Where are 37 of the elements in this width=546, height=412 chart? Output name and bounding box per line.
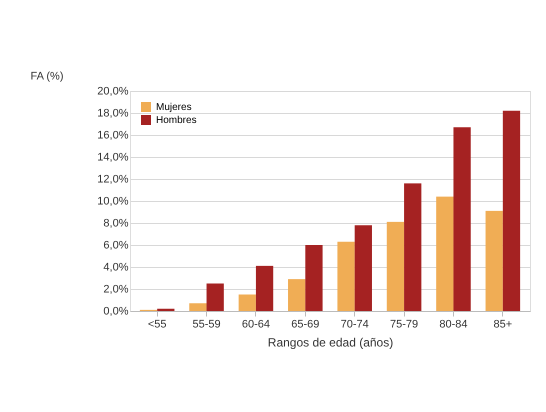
y-tick-label: 0,0% — [103, 306, 129, 318]
x-tick-label: 85+ — [494, 318, 512, 330]
y-tick-label: 6,0% — [103, 240, 129, 252]
bar — [386, 222, 404, 311]
x-axis-title: Rangos de edad (años) — [268, 336, 394, 350]
y-tick-label: 12,0% — [97, 174, 129, 186]
bar — [436, 196, 454, 311]
bar — [238, 294, 256, 311]
bar — [206, 284, 224, 311]
y-tick-label: 16,0% — [97, 130, 129, 142]
bar — [189, 303, 207, 311]
y-tick-label: 10,0% — [97, 196, 129, 208]
bar — [486, 210, 503, 311]
bar — [337, 242, 355, 311]
x-tick-label: 65-69 — [291, 318, 320, 330]
x-tick-label: 75-79 — [390, 318, 418, 330]
bar — [404, 183, 422, 311]
y-tick-label: 18,0% — [97, 108, 129, 120]
x-tick-label: 60-64 — [242, 318, 270, 330]
bar — [502, 110, 520, 311]
x-tick-label: 70-74 — [340, 318, 369, 330]
y-tick-label: 4,0% — [103, 262, 129, 274]
y-axis-title: FA (%) — [30, 70, 64, 82]
y-tick-label: 2,0% — [103, 284, 129, 296]
x-tick-label: <55 — [148, 318, 166, 330]
bar — [305, 245, 323, 311]
legend-label: Hombres — [156, 115, 197, 126]
bar — [288, 279, 306, 311]
x-tick-label: 80-84 — [439, 318, 468, 330]
bar — [256, 266, 274, 311]
legend-label: Mujeres — [156, 102, 192, 113]
y-tick-label: 8,0% — [103, 218, 129, 230]
bar — [453, 127, 471, 311]
y-tick-label: 14,0% — [97, 152, 129, 164]
bar — [354, 225, 372, 311]
y-tick-label: 20,0% — [97, 86, 129, 98]
x-tick-label: 55-59 — [192, 318, 221, 330]
